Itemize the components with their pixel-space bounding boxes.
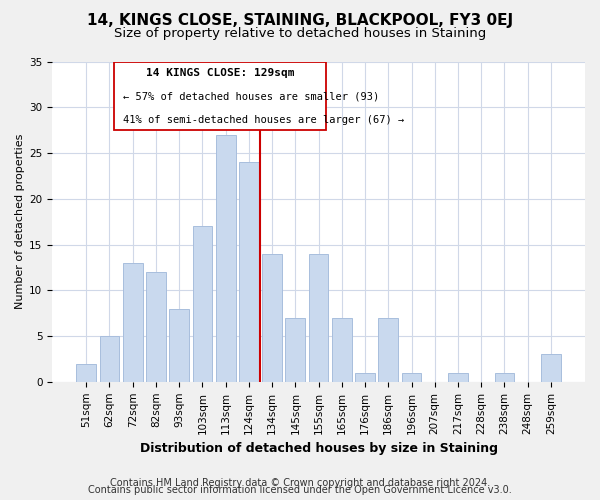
Text: Size of property relative to detached houses in Staining: Size of property relative to detached ho… [114, 28, 486, 40]
Bar [100, 336, 119, 382]
Text: Contains HM Land Registry data © Crown copyright and database right 2024.: Contains HM Land Registry data © Crown c… [110, 478, 490, 488]
Y-axis label: Number of detached properties: Number of detached properties [15, 134, 25, 310]
Bar [262, 254, 282, 382]
Bar [332, 318, 352, 382]
Text: 41% of semi-detached houses are larger (67) →: 41% of semi-detached houses are larger (… [124, 114, 404, 124]
Text: ← 57% of detached houses are smaller (93): ← 57% of detached houses are smaller (93… [124, 92, 380, 102]
Bar [355, 372, 375, 382]
Text: 14, KINGS CLOSE, STAINING, BLACKPOOL, FY3 0EJ: 14, KINGS CLOSE, STAINING, BLACKPOOL, FY… [87, 12, 513, 28]
FancyBboxPatch shape [114, 62, 326, 130]
Bar [169, 308, 189, 382]
Bar [146, 272, 166, 382]
Bar [239, 162, 259, 382]
Bar [193, 226, 212, 382]
Bar [216, 134, 236, 382]
Text: Contains public sector information licensed under the Open Government Licence v3: Contains public sector information licen… [88, 485, 512, 495]
Bar [379, 318, 398, 382]
Bar [123, 263, 143, 382]
Bar [76, 364, 96, 382]
Bar [541, 354, 561, 382]
Bar [286, 318, 305, 382]
Text: 14 KINGS CLOSE: 129sqm: 14 KINGS CLOSE: 129sqm [146, 68, 294, 78]
Bar [494, 372, 514, 382]
X-axis label: Distribution of detached houses by size in Staining: Distribution of detached houses by size … [140, 442, 497, 455]
Bar [401, 372, 421, 382]
Bar [448, 372, 468, 382]
Bar [308, 254, 328, 382]
